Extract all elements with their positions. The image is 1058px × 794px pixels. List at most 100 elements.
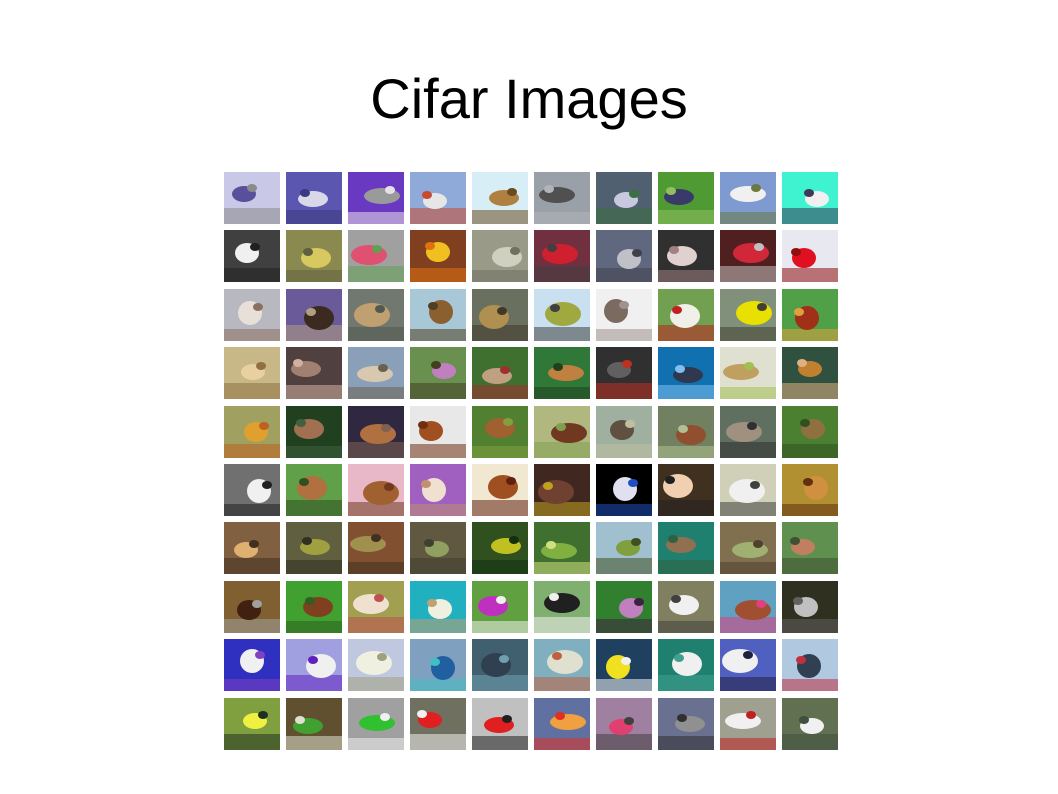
thumbnail-ground xyxy=(658,385,714,399)
thumbnail-ground xyxy=(348,212,404,224)
thumbnail-ground xyxy=(658,560,714,574)
bird-image xyxy=(286,289,342,341)
thumbnail-ground xyxy=(596,734,652,750)
thumbnail-ground xyxy=(782,734,838,750)
thumbnail-ground xyxy=(658,675,714,691)
thumbnail-detail xyxy=(675,365,685,373)
thumbnail-ground xyxy=(286,621,342,633)
cat-thumbnail xyxy=(348,347,404,399)
thumbnail-detail xyxy=(430,658,440,666)
frog-image xyxy=(596,522,652,574)
thumbnail-detail xyxy=(500,366,510,374)
thumbnail-ground xyxy=(596,619,652,633)
thumbnail-ground xyxy=(596,679,652,691)
thumbnail-ground xyxy=(720,677,776,691)
thumbnail-detail xyxy=(506,477,516,485)
thumbnail-ground xyxy=(782,383,838,399)
thumbnail-ground xyxy=(348,387,404,399)
bird-image xyxy=(782,289,838,341)
thumbnail-ground xyxy=(410,329,466,341)
truck-image xyxy=(410,698,466,750)
thumbnail-ground xyxy=(658,270,714,282)
cat-thumbnail xyxy=(596,347,652,399)
thumbnail-ground xyxy=(782,208,838,224)
thumbnail-ground xyxy=(224,268,280,282)
thumbnail-ground xyxy=(286,325,342,341)
thumbnail-detail xyxy=(632,249,642,257)
deer-thumbnail xyxy=(658,406,714,458)
thumbnail-ground xyxy=(286,446,342,458)
thumbnail-detail xyxy=(793,597,803,605)
thumbnail-detail xyxy=(507,188,517,196)
ship-image xyxy=(720,639,776,691)
deer-thumbnail xyxy=(472,406,528,458)
thumbnail-detail xyxy=(417,710,427,718)
thumbnail-ground xyxy=(472,270,528,282)
ship-image xyxy=(348,639,404,691)
image-row-dog xyxy=(224,464,840,516)
cat-image xyxy=(720,347,776,399)
dog-thumbnail xyxy=(472,464,528,516)
thumbnail-subject xyxy=(363,481,399,505)
automobile-thumbnail xyxy=(348,230,404,282)
horse-thumbnail xyxy=(410,581,466,633)
thumbnail-detail xyxy=(799,716,809,724)
automobile-thumbnail xyxy=(782,230,838,282)
thumbnail-detail xyxy=(308,656,318,664)
horse-thumbnail xyxy=(596,581,652,633)
thumbnail-ground xyxy=(472,385,528,399)
bird-thumbnail xyxy=(720,289,776,341)
thumbnail-ground xyxy=(782,444,838,458)
horse-image xyxy=(534,581,590,633)
ship-image xyxy=(410,639,466,691)
thumbnail-ground xyxy=(596,329,652,341)
thumbnail-detail xyxy=(384,483,394,491)
thumbnail-detail xyxy=(790,537,800,545)
thumbnail-detail xyxy=(674,654,684,662)
thumbnail-detail xyxy=(746,711,756,719)
truck-thumbnail xyxy=(658,698,714,750)
dog-thumbnail xyxy=(720,464,776,516)
airplane-image xyxy=(348,172,404,224)
airplane-image xyxy=(286,172,342,224)
truck-image xyxy=(596,698,652,750)
thumbnail-ground xyxy=(348,738,404,750)
dog-thumbnail xyxy=(534,464,590,516)
truck-thumbnail xyxy=(782,698,838,750)
thumbnail-detail xyxy=(509,536,519,544)
thumbnail-detail xyxy=(665,476,675,484)
dog-thumbnail xyxy=(782,464,838,516)
airplane-image xyxy=(658,172,714,224)
thumbnail-ground xyxy=(534,677,590,691)
thumbnail-detail xyxy=(677,714,687,722)
airplane-image xyxy=(782,172,838,224)
thumbnail-detail xyxy=(253,303,263,311)
bird-thumbnail xyxy=(410,289,466,341)
thumbnail-ground xyxy=(410,619,466,633)
thumbnail-detail xyxy=(619,301,629,309)
thumbnail-ground xyxy=(534,562,590,574)
thumbnail-detail xyxy=(546,541,556,549)
thumbnail-ground xyxy=(410,734,466,750)
horse-image xyxy=(658,581,714,633)
thumbnail-detail xyxy=(628,479,638,487)
cat-thumbnail xyxy=(658,347,714,399)
truck-thumbnail xyxy=(596,698,652,750)
thumbnail-detail xyxy=(544,185,554,193)
bird-image xyxy=(534,289,590,341)
thumbnail-detail xyxy=(669,246,679,254)
horse-thumbnail xyxy=(286,581,342,633)
slide-title: Cifar Images xyxy=(370,67,688,130)
automobile-image xyxy=(534,230,590,282)
ship-thumbnail xyxy=(410,639,466,691)
airplane-thumbnail xyxy=(410,172,466,224)
thumbnail-ground xyxy=(534,212,590,224)
thumbnail-detail xyxy=(375,305,385,313)
thumbnail-detail xyxy=(372,245,382,253)
horse-thumbnail xyxy=(348,581,404,633)
bird-image xyxy=(410,289,466,341)
frog-thumbnail xyxy=(410,522,466,574)
ship-thumbnail xyxy=(286,639,342,691)
deer-thumbnail xyxy=(534,406,590,458)
thumbnail-ground xyxy=(348,617,404,633)
